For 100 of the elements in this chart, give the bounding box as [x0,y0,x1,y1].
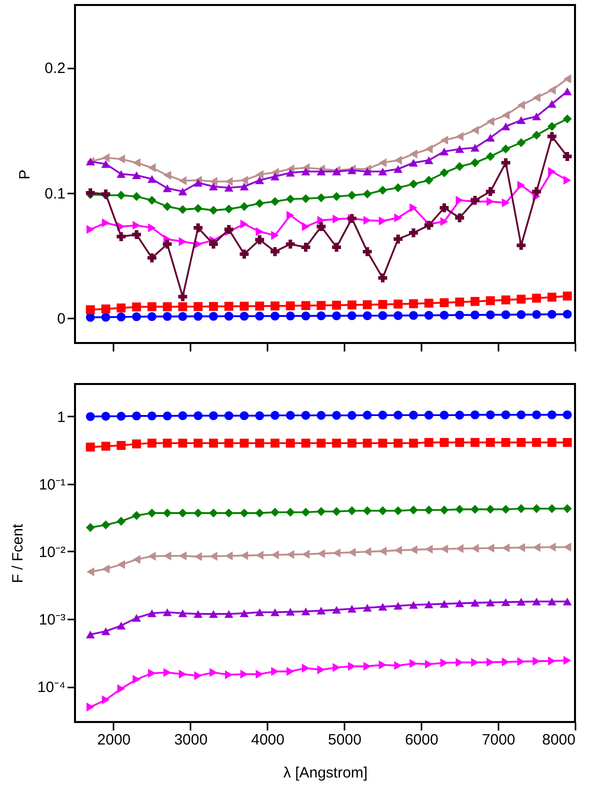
point [332,410,342,420]
y-axis-title: F / Fcent [9,523,26,584]
point [286,311,295,320]
point [486,544,494,553]
x-tick-label: 3000 [174,732,208,748]
point [132,511,142,520]
point [194,223,203,232]
point [240,220,248,229]
point [255,438,264,448]
point [362,604,372,612]
point [178,312,188,321]
point [408,506,418,514]
point [301,194,310,204]
point [255,312,264,321]
point [286,666,294,676]
point [271,550,279,560]
point [162,412,172,420]
point [424,176,434,185]
point [116,440,126,450]
x-axis-title: λ [Angstrom] [283,764,368,782]
point [301,438,310,448]
point [517,100,526,110]
point [470,310,480,320]
point [270,312,280,321]
point [240,302,249,311]
point [410,203,418,212]
point [501,144,510,154]
point [240,176,248,185]
point [378,186,388,195]
point [240,411,249,420]
point [394,410,403,420]
x-tick-label: 2000 [97,732,131,748]
point [132,674,140,684]
point [302,222,310,232]
point [516,294,526,304]
point [378,660,387,670]
point [147,196,156,205]
point [440,438,449,447]
point [162,312,172,321]
point [516,598,526,606]
point [86,523,95,532]
point [316,438,326,448]
point [456,196,464,205]
point [301,508,310,517]
point [163,170,172,180]
point [147,438,156,448]
point [162,240,172,249]
point [502,657,510,666]
point [516,410,526,420]
point [532,438,542,447]
point [547,438,556,447]
point [116,412,126,421]
x-tick-label: 6000 [404,732,438,748]
point [317,665,326,674]
point [486,187,495,196]
point [394,183,403,192]
point [101,442,110,451]
point [440,136,448,145]
point [455,162,464,171]
point [470,504,480,514]
point [147,302,156,312]
point [378,506,388,516]
point [362,506,372,516]
point [532,294,542,303]
point [102,218,110,228]
point [194,204,203,213]
point [148,163,156,172]
y-tick-label: 0.2 [44,60,66,78]
point [101,304,110,314]
point [270,410,280,420]
point [208,508,218,518]
point [224,508,234,518]
point [210,177,218,186]
point [316,222,326,232]
point [470,598,480,607]
point [562,310,572,319]
point [378,410,388,420]
point [270,508,280,517]
point [224,224,234,234]
point [194,302,203,312]
point [162,438,172,448]
point [424,410,434,420]
point [378,168,388,176]
point [148,223,156,232]
point [408,228,418,238]
point [394,156,402,165]
point [148,552,156,561]
point [301,168,310,176]
point [362,168,372,176]
point [455,145,464,153]
point [255,302,264,311]
point [548,542,556,552]
point [132,555,140,564]
point [408,601,418,609]
point [316,311,326,320]
point [194,178,203,187]
point [394,213,402,222]
point [532,410,542,420]
point [470,410,480,420]
point [208,438,218,448]
